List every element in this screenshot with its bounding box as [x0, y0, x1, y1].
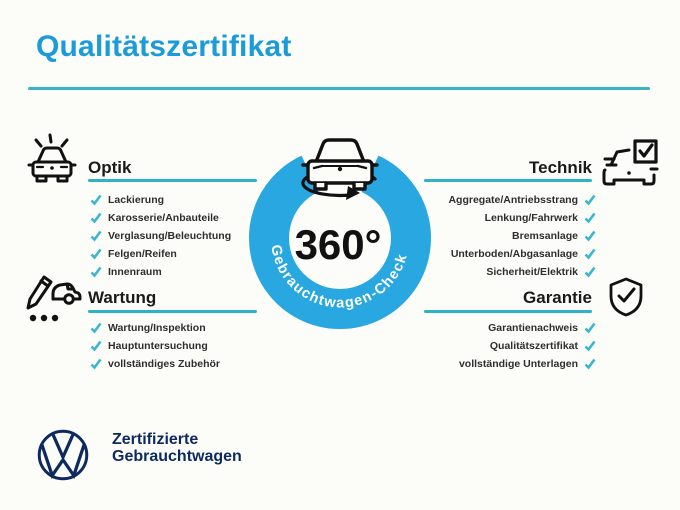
check-icon — [584, 248, 596, 260]
vw-logo — [37, 429, 89, 481]
list-item-label: Lackierung — [108, 194, 165, 206]
title-divider — [28, 87, 650, 90]
check-icon — [584, 212, 596, 224]
footer-line1: Zertifizierte — [112, 431, 199, 448]
list-item-label: vollständige Unterlagen — [458, 358, 578, 370]
check-icon — [90, 230, 102, 242]
check-icon — [90, 212, 102, 224]
technik-item-list: Aggregate/Antriebsstrang Lenkung/Fahrwer… — [416, 191, 596, 281]
list-item-label: Qualitätszertifikat — [489, 340, 578, 352]
check-icon — [584, 322, 596, 334]
car-360-rotation-icon — [301, 138, 379, 200]
service-pencil-car-icon — [26, 275, 82, 322]
check-icon — [90, 248, 102, 260]
footer-line2: Gebrauchtwagen — [112, 448, 242, 465]
shield-check-icon — [609, 277, 643, 317]
list-item-label: Wartung/Inspektion — [108, 322, 206, 334]
check-icon — [584, 194, 596, 206]
check-icon — [584, 266, 596, 278]
list-item: vollständiges Zubehör — [90, 355, 270, 373]
list-item-label: Garantienachweis — [488, 322, 578, 334]
list-item: Sicherheit/Elektrik — [416, 263, 596, 281]
list-item: Felgen/Reifen — [90, 245, 270, 263]
section-rule-garantie — [424, 310, 592, 313]
section-rule-wartung — [88, 310, 257, 313]
list-item: Innenraum — [90, 263, 270, 281]
section-title-garantie: Garantie — [523, 288, 592, 307]
list-item: Unterboden/Abgasanlage — [416, 245, 596, 263]
list-item: Lenkung/Fahrwerk — [416, 209, 596, 227]
check-icon — [90, 266, 102, 278]
page-title: Qualitätszertifikat — [36, 30, 292, 63]
check-icon — [90, 358, 102, 370]
list-item: Karosserie/Anbauteile — [90, 209, 270, 227]
list-item: Aggregate/Antriebsstrang — [416, 191, 596, 209]
list-item: Bremsanlage — [416, 227, 596, 245]
optik-item-list: Lackierung Karosserie/Anbauteile Verglas… — [90, 191, 270, 281]
car-shine-icon — [27, 133, 77, 183]
list-item: vollständige Unterlagen — [416, 355, 596, 373]
list-item-label: Hauptuntersuchung — [108, 340, 208, 352]
check-icon — [90, 340, 102, 352]
list-item: Hauptuntersuchung — [90, 337, 270, 355]
check-icon — [584, 230, 596, 242]
garantie-item-list: Garantienachweis Qualitätszertifikat vol… — [416, 319, 596, 373]
list-item-label: Innenraum — [108, 266, 162, 278]
section-rule-optik — [88, 179, 257, 182]
list-item-label: Felgen/Reifen — [108, 248, 177, 260]
360-degree-value: 360° — [295, 221, 382, 268]
list-item-label: Unterboden/Abgasanlage — [450, 248, 578, 260]
car-checklist-icon — [602, 139, 659, 186]
footer-brand-text: Zertifizierte Gebrauchtwagen — [112, 431, 242, 465]
list-item: Garantienachweis — [416, 319, 596, 337]
list-item-label: vollständiges Zubehör — [108, 358, 221, 370]
section-rule-technik — [424, 179, 592, 182]
check-icon — [90, 322, 102, 334]
list-item-label: Bremsanlage — [512, 230, 578, 242]
section-title-technik: Technik — [529, 158, 592, 177]
list-item: Wartung/Inspektion — [90, 319, 270, 337]
check-icon — [90, 194, 102, 206]
list-item-label: Sicherheit/Elektrik — [486, 266, 578, 278]
list-item: Qualitätszertifikat — [416, 337, 596, 355]
list-item-label: Lenkung/Fahrwerk — [484, 212, 578, 224]
section-title-optik: Optik — [88, 158, 132, 177]
wartung-item-list: Wartung/Inspektion Hauptuntersuchung vol… — [90, 319, 270, 373]
ring — [249, 155, 431, 329]
list-item: Verglasung/Beleuchtung — [90, 227, 270, 245]
360-check-badge: Gebrauchtwagen-Check 360° — [249, 138, 431, 329]
check-icon — [584, 340, 596, 352]
list-item-label: Aggregate/Antriebsstrang — [448, 194, 578, 206]
list-item-label: Karosserie/Anbauteile — [108, 212, 219, 224]
list-item: Lackierung — [90, 191, 270, 209]
list-item-label: Verglasung/Beleuchtung — [108, 230, 232, 242]
check-icon — [584, 358, 596, 370]
section-title-wartung: Wartung — [88, 288, 157, 307]
